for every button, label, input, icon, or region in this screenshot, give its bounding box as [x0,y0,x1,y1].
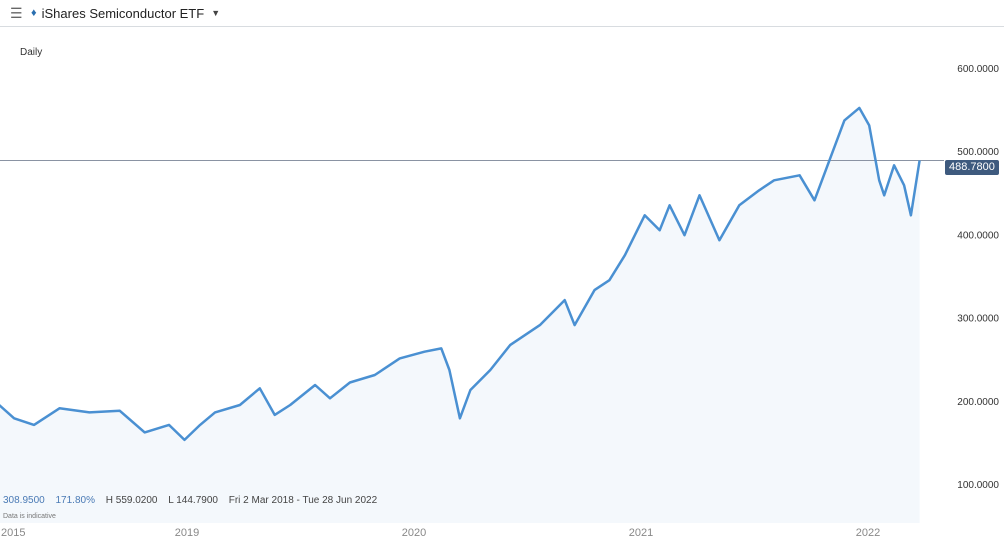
date-range: Fri 2 Mar 2018 - Tue 28 Jun 2022 [228,495,378,506]
disclaimer: Data is indicative [3,513,56,520]
y-tick-label: 500.0000 [957,147,999,158]
x-tick-label: 2022 [856,527,880,539]
high-value: H 559.0200 [105,495,158,506]
tag-icon: ♦ [31,7,37,19]
header-bar: ☰ ♦ iShares Semiconductor ETF ▼ [0,0,1004,27]
last-price: 308.9500 [3,495,45,506]
y-tick-label: 300.0000 [957,314,999,325]
y-tick-label: 100.0000 [957,480,999,491]
current-price-badge: 488.7800 [945,160,999,175]
instrument-title[interactable]: iShares Semiconductor ETF [41,5,205,21]
area-fill [0,107,920,523]
hamburger-icon[interactable]: ☰ [10,5,23,21]
y-tick-label: 600.0000 [957,64,999,75]
x-tick-label: 2015 [1,527,25,539]
x-tick-label: 2020 [402,527,426,539]
x-tick-label: 2019 [175,527,199,539]
y-tick-label: 200.0000 [957,397,999,408]
price-line [0,106,921,442]
caret-down-icon[interactable]: ▼ [211,8,221,18]
interval-label[interactable]: Daily [20,47,43,58]
y-tick-label: 400.0000 [957,230,999,241]
x-tick-label: 2021 [629,527,653,539]
low-value: L 144.7900 [168,495,218,506]
stats-bar: 308.9500 171.80% H 559.0200 L 144.7900 F… [3,495,385,506]
change-percent: 171.80% [55,495,95,506]
